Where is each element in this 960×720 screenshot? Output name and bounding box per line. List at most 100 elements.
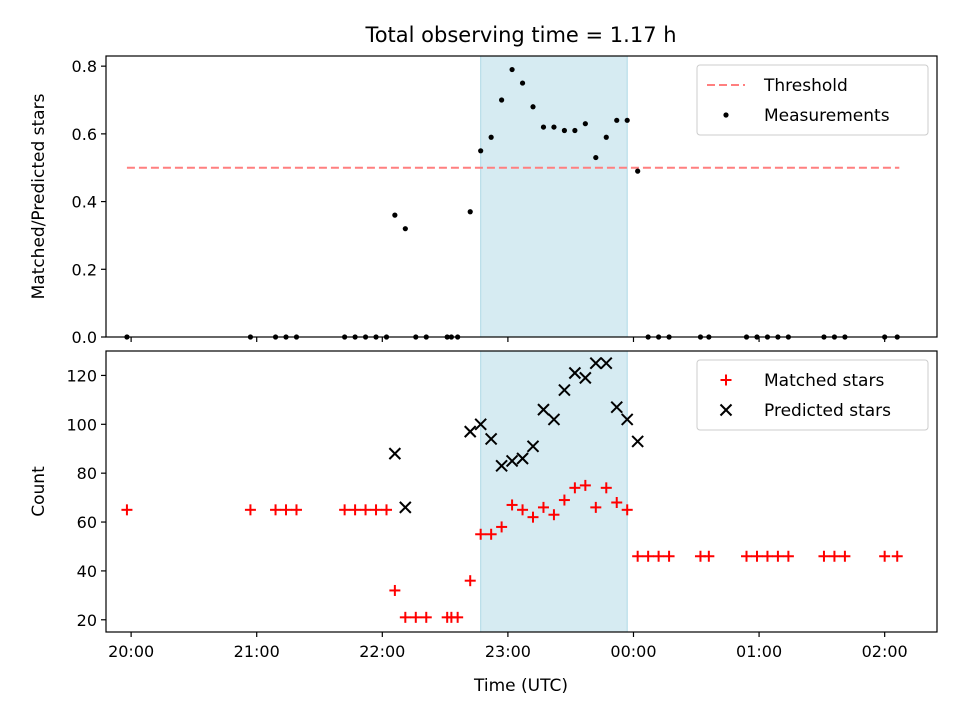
series-0-point-24	[540, 124, 547, 130]
series-0-point-19	[485, 528, 497, 540]
series-0-point-12	[410, 611, 422, 623]
series-0-point-30	[600, 482, 612, 494]
series-1-point-7	[516, 452, 529, 465]
series-0-point-18	[478, 148, 484, 154]
series-0-point-5	[339, 504, 351, 516]
bottom-axes-frame	[105, 350, 938, 633]
top-observing-span	[480, 55, 628, 338]
series-0-point-18	[475, 528, 487, 540]
series-0-point-38	[703, 550, 715, 562]
figure-title: Total observing time = 1.17 h	[364, 23, 676, 47]
x-tick-label: 02:00	[862, 642, 908, 661]
series-1-point-11	[558, 383, 571, 397]
x-tick-label: 01:00	[736, 642, 782, 661]
series-1-point-17	[620, 413, 634, 426]
series-0-point-17	[467, 209, 473, 215]
series-1-point-14	[589, 357, 603, 370]
x-tick-label: 00:00	[610, 642, 656, 661]
series-0-point-1	[244, 504, 256, 516]
top-x-ticks	[130, 337, 886, 342]
top-panel: 0.00.20.40.60.8 Matched/Predicted stars …	[29, 55, 938, 347]
series-0-point-28	[582, 121, 588, 127]
series-0-point-26	[558, 494, 570, 506]
series-1-point-15	[600, 357, 613, 370]
series-0-point-13	[420, 611, 432, 623]
series-0-point-4	[290, 504, 302, 516]
legend-label-1: Predicted stars	[764, 401, 891, 421]
series-1-point-2	[464, 425, 477, 438]
y-tick-label: 0.0	[72, 328, 97, 347]
series-0-point-6	[349, 504, 361, 516]
series-1-point-4	[484, 432, 498, 446]
series-0-point-46	[839, 550, 851, 562]
series-0-point-10	[389, 584, 401, 596]
bottom-y-axis-label: Count	[29, 466, 49, 517]
series-0-point-35	[653, 550, 665, 562]
series-0-point-33	[635, 168, 641, 174]
x-tick-label: 22:00	[359, 642, 405, 661]
y-tick-label: 120	[66, 366, 97, 385]
series-1-point-5	[495, 459, 508, 473]
series-0-point-32	[621, 504, 633, 516]
top-y-axis-label: Matched/Predicted stars	[29, 93, 49, 299]
y-tick-label: 0.2	[72, 260, 97, 279]
series-0-point-23	[527, 511, 539, 523]
series-0-point-30	[603, 134, 609, 140]
x-tick-label: 21:00	[234, 642, 280, 661]
bottom-observing-span	[480, 350, 628, 633]
series-0-point-44	[818, 550, 830, 562]
series-0-point-48	[891, 550, 903, 562]
y-tick-label: 20	[77, 611, 97, 630]
bottom-x-ticks: 20:00 21:00 22:00 23:00 00:00 01:00 02:00	[108, 632, 908, 661]
series-0-point-21	[509, 66, 515, 73]
series-0-point-27	[572, 127, 578, 134]
series-1-point-0	[388, 447, 402, 460]
series-0-point-8	[370, 504, 382, 516]
legend-box	[696, 359, 929, 431]
series-0-point-28	[579, 479, 591, 491]
series-0-point-3	[280, 504, 292, 516]
series-0-point-40	[751, 550, 763, 562]
series-0-point-42	[772, 550, 784, 562]
series-1-point-6	[505, 454, 519, 468]
top-measurement-points	[124, 66, 900, 340]
observing-span-rect	[480, 55, 628, 338]
series-0-point-20	[499, 97, 505, 103]
legend-label-1: Measurements	[764, 106, 890, 126]
series-0-point-25	[551, 124, 557, 130]
series-0-point-25	[548, 509, 560, 521]
legend-box	[696, 64, 929, 136]
y-tick-label: 0.8	[72, 57, 97, 76]
series-0-point-23	[530, 104, 536, 110]
series-0-point-31	[611, 496, 623, 508]
legend-label-0: Threshold	[763, 76, 848, 96]
series-0-point-33	[632, 550, 644, 562]
bottom-panel: 20:00 21:00 22:00 23:00 00:00 01:00 02:00 20 40…	[29, 350, 938, 661]
y-tick-label: 80	[77, 464, 97, 483]
series-0-point-0	[121, 504, 133, 516]
y-tick-label: 100	[66, 415, 97, 434]
series-1-point-10	[547, 413, 561, 426]
series-0-point-19	[488, 134, 494, 140]
series-1-point-16	[610, 400, 623, 414]
y-tick-label: 60	[77, 513, 97, 532]
series-1-point-18	[631, 435, 644, 448]
series-0-point-22	[517, 504, 529, 516]
series-0-point-22	[519, 80, 526, 86]
y-tick-label: 40	[77, 562, 97, 581]
series-0-point-39	[741, 550, 753, 562]
series-0-point-34	[642, 550, 654, 562]
series-0-point-31	[614, 117, 620, 123]
series-0-point-43	[782, 550, 794, 562]
series-0-point-7	[360, 504, 372, 516]
x-tick-label: 23:00	[485, 642, 531, 661]
legend-label-0: Matched stars	[764, 371, 884, 391]
series-1-point-3	[474, 418, 487, 431]
series-0-point-29	[590, 501, 602, 513]
top-axes-frame	[105, 55, 938, 338]
series-0-point-2	[270, 504, 282, 516]
series-0-point-41	[761, 550, 773, 562]
series-1-point-1	[399, 501, 412, 514]
series-1-point-8	[526, 440, 540, 453]
y-tick-label: 0.4	[72, 193, 97, 212]
